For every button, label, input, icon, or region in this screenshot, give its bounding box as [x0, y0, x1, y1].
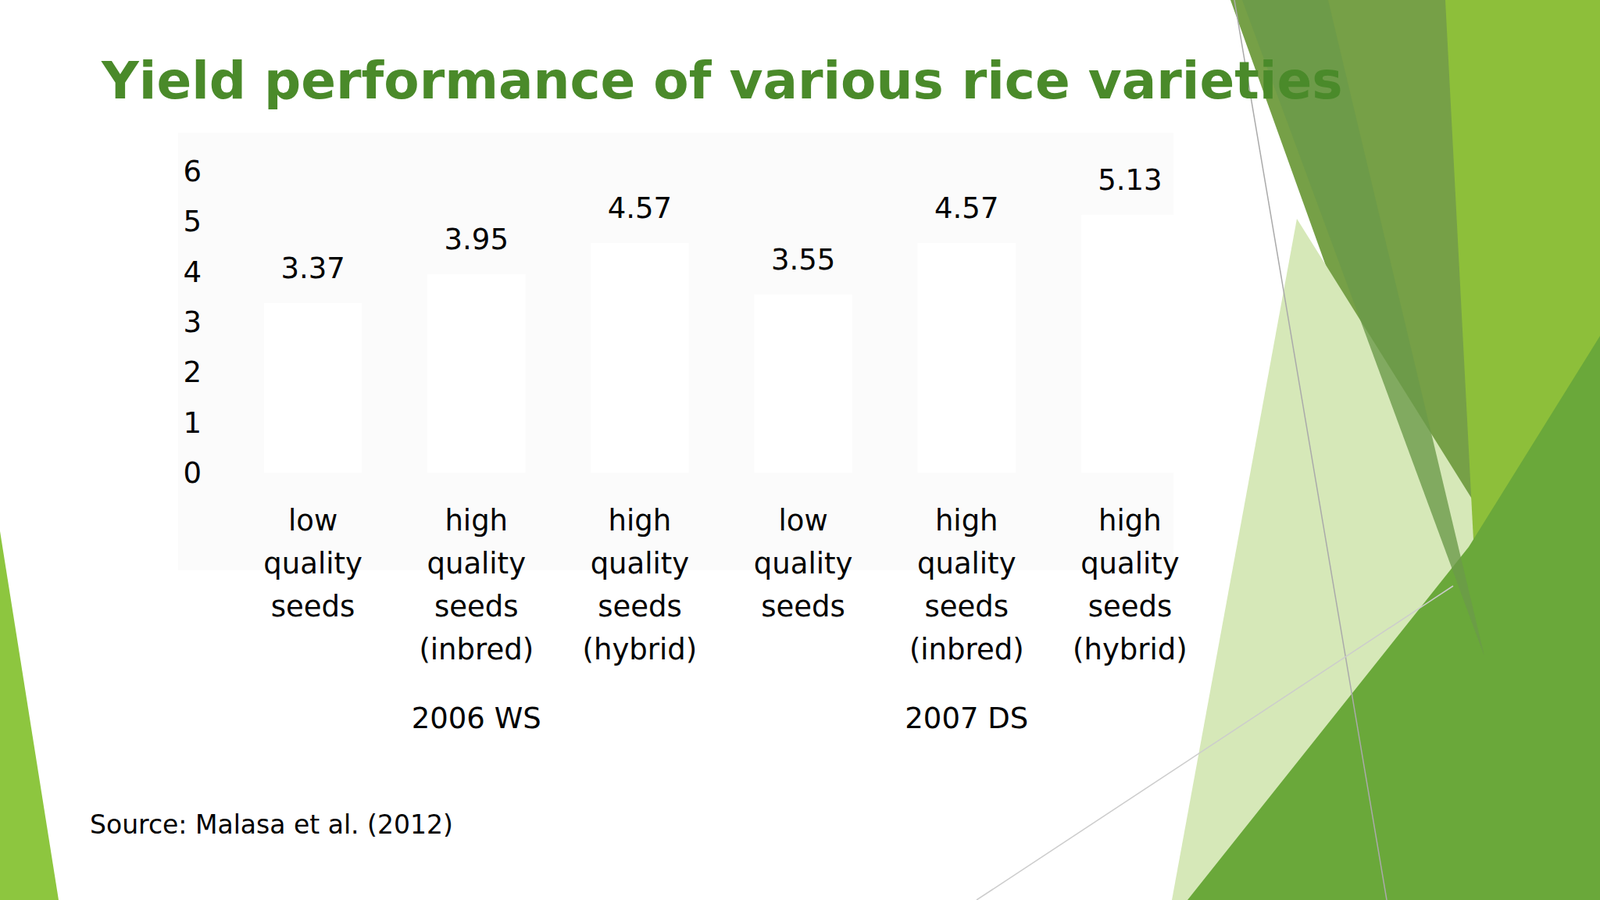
- x-tick-line: (hybrid): [582, 632, 698, 667]
- x-tick-line: quality: [1080, 546, 1180, 581]
- y-tick-label: 2: [182, 355, 202, 390]
- y-tick-label: 5: [182, 204, 202, 239]
- x-tick-label: high quality seeds (inbred): [418, 503, 534, 667]
- x-tick-line: seeds: [1088, 589, 1173, 624]
- source: Source: Malasa et al. (2012): [89, 809, 454, 840]
- group-label: 2007 DS: [904, 701, 1029, 736]
- x-tick-line: seeds: [597, 589, 683, 624]
- x-tick-line: quality: [590, 546, 690, 581]
- bar: [264, 303, 363, 473]
- y-tick-label: 0: [182, 456, 202, 490]
- deco-shape: [0, 531, 59, 900]
- x-tick-line: seeds: [924, 589, 1009, 624]
- x-tick-line: high: [935, 503, 999, 538]
- bar: [590, 242, 690, 473]
- x-tick-label: low quality seeds: [753, 503, 854, 624]
- bar: [427, 274, 526, 473]
- y-tick-label: 4: [182, 255, 202, 290]
- x-tick-label: high quality seeds (hybrid): [582, 503, 698, 667]
- x-tick-label: low quality seeds: [263, 503, 363, 624]
- x-tick-line: low: [288, 503, 338, 538]
- data-label: 3.95: [444, 222, 509, 257]
- chart-root: Yield performance of various rice variet…: [0, 0, 1600, 900]
- data-label: 4.57: [607, 191, 672, 225]
- y-tick-label: 3: [182, 305, 202, 340]
- data-label: 4.57: [934, 191, 999, 225]
- x-tick-label: high quality seeds (inbred): [909, 503, 1025, 667]
- x-tick-label: high quality seeds (hybrid): [1072, 503, 1188, 667]
- decoration: [0, 0, 1600, 900]
- x-tick-line: (inbred): [418, 632, 534, 667]
- x-tick-line: (hybrid): [1072, 632, 1188, 667]
- y-tick-label: 1: [182, 406, 202, 440]
- x-tick-line: high: [444, 503, 508, 538]
- deco-line: [976, 585, 1454, 900]
- x-tick-line: quality: [753, 546, 854, 581]
- bar: [753, 294, 852, 473]
- y-tick-label: 6: [182, 154, 202, 189]
- x-tick-line: seeds: [760, 589, 846, 624]
- bar: [1081, 214, 1180, 473]
- x-tick-line: quality: [263, 546, 363, 581]
- x-tick-line: high: [608, 503, 672, 538]
- group-label: 2006 WS: [411, 701, 542, 736]
- data-label: 3.37: [280, 251, 345, 286]
- x-tick-line: quality: [917, 546, 1017, 581]
- bars: [264, 214, 1179, 473]
- x-tick-line: high: [1098, 503, 1162, 538]
- deco-line: [1234, 0, 1387, 900]
- deco-shape: [1187, 335, 1600, 900]
- data-label: 3.55: [771, 242, 836, 277]
- x-tick-line: quality: [426, 546, 526, 581]
- title: Yield performance of various rice variet…: [100, 50, 1343, 111]
- plot-background: [178, 132, 1174, 571]
- x-tick-line: low: [778, 503, 828, 538]
- data-label: 5.13: [1097, 163, 1162, 197]
- x-tick-line: seeds: [434, 589, 519, 624]
- x-tick-line: seeds: [271, 589, 356, 624]
- x-tick-line: (inbred): [909, 632, 1025, 667]
- bar: [917, 242, 1017, 473]
